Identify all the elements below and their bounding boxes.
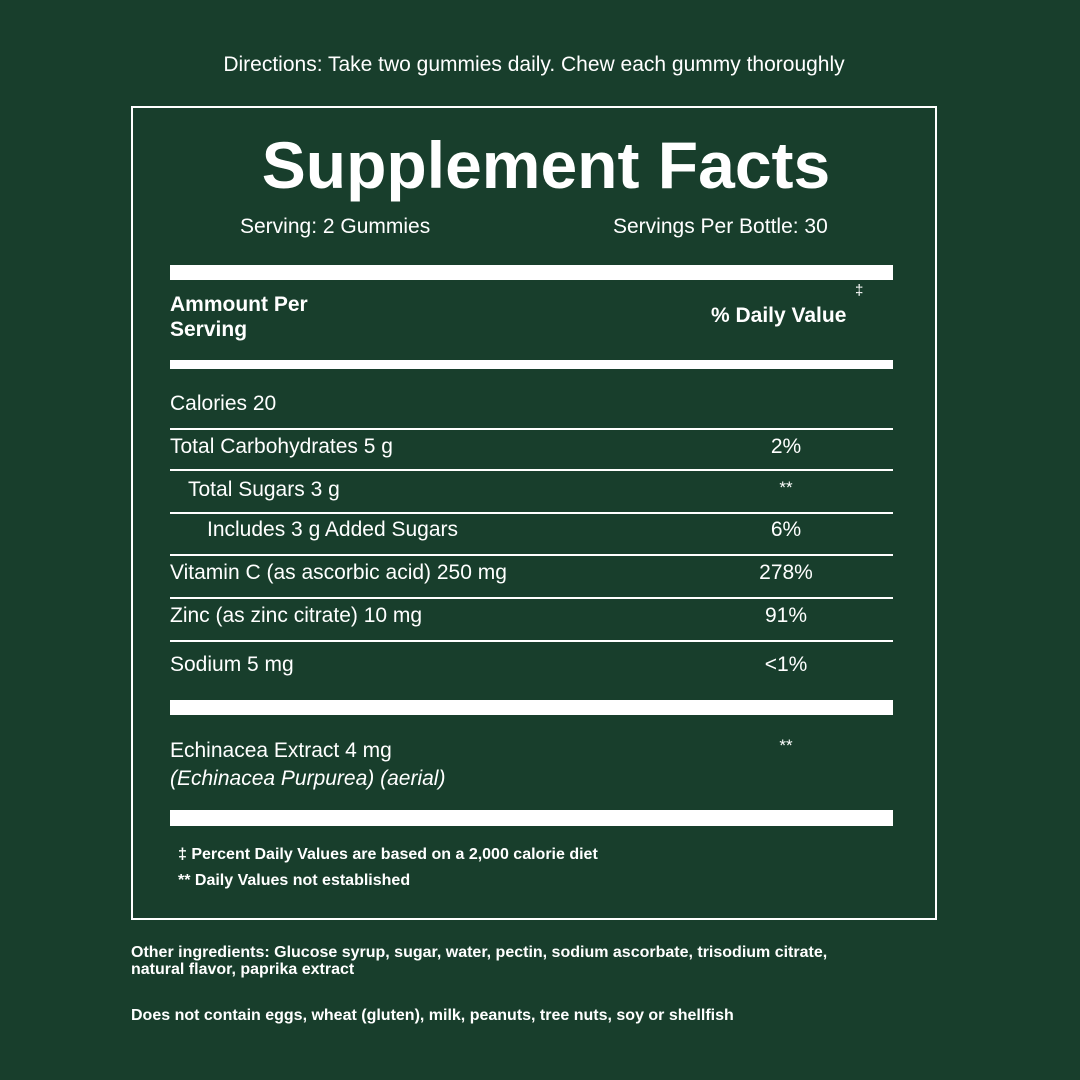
other-ingredients-line: natural flavor, paprika extract <box>131 961 355 978</box>
nutrient-row-label: Calories 20 <box>170 392 277 415</box>
allergen-statement: Does not contain eggs, wheat (gluten), m… <box>131 1007 734 1024</box>
nutrient-row-label: Includes 3 g Added Sugars <box>207 518 459 541</box>
other-ingredients-line: Other ingredients: Glucose syrup, sugar,… <box>131 944 828 961</box>
divider-thick <box>170 810 893 826</box>
dv-mark: ‡ <box>855 282 864 299</box>
nutrient-row-value: 278% <box>759 561 813 584</box>
nutrient-row-label: Total Carbohydrates 5 g <box>170 435 393 458</box>
amount-line1: Ammount Per <box>170 293 308 316</box>
footnote: ** Daily Values not established <box>178 872 411 889</box>
nutrient-row-value: 6% <box>770 518 802 541</box>
divider <box>170 554 893 556</box>
amount-line2: Serving <box>170 318 248 341</box>
divider <box>170 469 893 471</box>
divider-thick <box>170 700 893 715</box>
divider <box>170 512 893 514</box>
divider <box>170 640 893 642</box>
directions: Directions: Take two gummies daily. Chew… <box>223 53 845 76</box>
daily-value-header: % Daily Value <box>711 304 847 327</box>
amount-header: Ammount Per Serving <box>170 292 308 342</box>
divider <box>170 428 893 430</box>
divider <box>170 597 893 599</box>
footnote: ‡ Percent Daily Values are based on a 2,… <box>178 846 598 863</box>
nutrient-row-label: Zinc (as zinc citrate) 10 mg <box>170 604 423 627</box>
serving-size: Serving: 2 Gummies <box>240 215 431 238</box>
extract-source: (Echinacea Purpurea) (aerial) <box>170 767 446 790</box>
extract-label: Echinacea Extract 4 mg <box>170 739 392 762</box>
supplement-facts-panel <box>131 106 937 920</box>
nutrient-row-value: 2% <box>770 435 802 458</box>
divider-thick <box>170 360 893 369</box>
divider-thick <box>170 265 893 280</box>
other-ingredients: Other ingredients: Glucose syrup, sugar,… <box>131 944 827 978</box>
page-title: Supplement Facts <box>261 128 831 202</box>
nutrient-row-label: Vitamin C (as ascorbic acid) 250 mg <box>170 561 507 584</box>
extract-value: ** <box>779 736 793 755</box>
nutrient-row-value: <1% <box>764 653 808 676</box>
nutrient-row-label: Total Sugars 3 g <box>188 478 340 501</box>
nutrient-row-value: ** <box>779 478 793 497</box>
nutrient-row-label: Sodium 5 mg <box>170 653 294 676</box>
nutrient-row-value: 91% <box>764 604 808 627</box>
servings-per-bottle: Servings Per Bottle: 30 <box>613 215 828 238</box>
